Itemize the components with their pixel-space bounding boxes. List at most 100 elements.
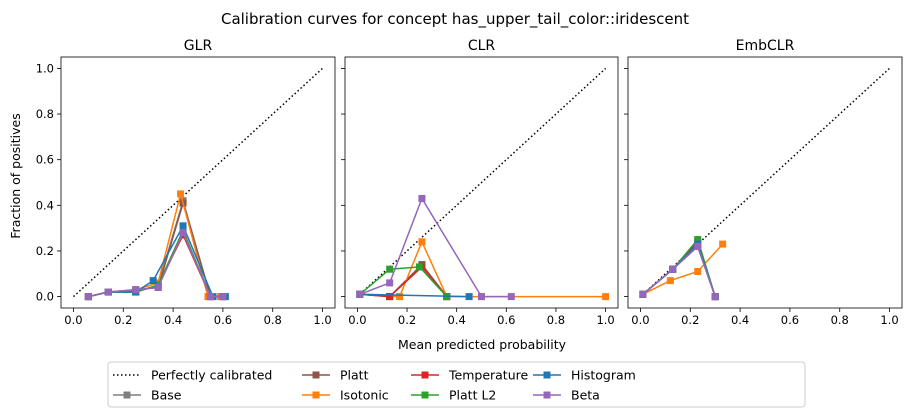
point-beta [418,194,426,202]
y-axis-label: Fraction of positives [8,113,23,238]
x-tick-label: 0.6 [214,313,232,327]
y-tick-label: 0.4 [36,198,54,212]
point-isotonic [666,277,674,285]
legend-item-platt: Platt [302,368,369,383]
axes-frame [627,56,903,309]
legend-label: Temperature [448,368,528,383]
x-tick-label: 0.0 [631,313,649,327]
legend-label: Platt [340,368,369,383]
y-tick-label: 0.6 [36,153,54,167]
x-tick-label: 0.2 [398,313,416,327]
point-beta [84,293,92,301]
legend-item-temperature: Temperature [411,368,528,383]
point-beta [154,283,162,291]
x-axis-label: Mean predicted probability [398,337,567,352]
x-tick-label: 0.6 [497,313,515,327]
axes-frame [60,56,336,309]
point-isotonic [719,240,727,248]
legend-marker [543,391,551,399]
point-platt-l2 [386,265,394,273]
series-line-platt-l2 [642,237,716,297]
x-tick-label: 0.4 [448,313,466,327]
legend-label: Histogram [571,368,636,383]
legend-item-histogram: Histogram [533,368,636,383]
x-tick-label: 0.0 [348,313,366,327]
legend-marker [123,391,131,399]
legend-frame [107,361,806,408]
panel-title: GLR [184,38,213,54]
plot-area [639,67,891,301]
series-line-histogram [359,293,470,298]
point-histogram [179,222,187,230]
point-beta [478,293,485,301]
point-histogram [149,277,157,285]
series-line-isotonic [642,243,724,295]
x-tick-label: 0.0 [64,313,82,327]
y-tick-label: 0.0 [36,290,54,304]
panel-title: EmbCLR [736,38,795,54]
x-tick-label: 0.4 [731,313,749,327]
y-tick-label: 0.8 [36,107,54,121]
panel-embclr: EmbCLR 0.0 0.2 0.4 0.6 0.8 1.0 [624,38,903,327]
x-tick-label: 1.0 [313,313,331,327]
legend-marker [312,371,320,379]
series-line-platt-l2 [359,266,448,298]
x-tick-label: 0.2 [114,313,132,327]
legend: Perfectly calibrated Base Platt Isotonic Tem… [107,361,806,408]
point-beta [104,288,112,296]
legend-marker [543,371,551,379]
x-tick-label: 1.0 [880,313,898,327]
point-beta [694,242,702,250]
x-tick-label: 0.8 [831,313,849,327]
legend-label: Beta [571,388,600,403]
legend-item-beta: Beta [533,388,600,403]
x-tick-label: 0.2 [681,313,699,327]
legend-item-platt-l2: Platt L2 [411,388,496,403]
series-line-perfectly-calibrated [72,67,324,298]
legend-marker [312,391,320,399]
point-beta [356,290,364,298]
series-line-temperature [359,265,448,298]
point-isotonic [602,293,610,301]
series-line-perfectly-calibrated [356,67,607,298]
legend-label: Perfectly calibrated [151,368,272,383]
x-tick-label: 0.6 [781,313,799,327]
panel-title: CLR [468,38,496,54]
y-tick-label: 1.0 [36,61,54,75]
panel-glr: GLR 0.0 0.0 0.2 0.2 0.4 0.4 0.6 0.6 0.8 0.8 1.0 1.0 [36,38,336,327]
legend-label: Isotonic [340,388,389,403]
point-beta [386,279,394,287]
point-isotonic [418,238,426,246]
legend-label: Base [151,388,182,403]
legend-label: Platt L2 [449,388,496,403]
point-platt-l2 [415,263,423,271]
point-beta [711,293,719,301]
point-beta [206,293,214,301]
point-beta [179,229,187,237]
point-isotonic [177,190,185,198]
point-beta [219,293,227,301]
legend-marker [421,391,429,399]
point-beta [669,265,677,273]
figure-title: Calibration curves for concept has_upper… [221,10,689,29]
plot-area [356,67,610,301]
x-tick-label: 0.8 [264,313,282,327]
series-line-beta [642,245,716,297]
legend-item-base: Base [113,388,182,403]
legend-item-perfectly-calibrated: Perfectly calibrated [113,368,272,383]
point-beta [132,286,140,294]
legend-item-isotonic: Isotonic [302,388,389,403]
x-tick-label: 1.0 [596,313,614,327]
plot-area [72,67,324,301]
x-tick-label: 0.8 [547,313,565,327]
point-beta [639,290,647,298]
y-tick-label: 0.2 [36,244,54,258]
point-histogram [465,293,473,301]
point-platt-l2 [694,236,702,244]
point-isotonic [396,293,404,301]
point-isotonic [694,267,702,275]
x-tick-label: 0.4 [164,313,182,327]
point-beta [507,293,515,301]
panel-clr: CLR 0.0 0.2 0.4 0.6 0.8 1.0 [341,38,619,327]
